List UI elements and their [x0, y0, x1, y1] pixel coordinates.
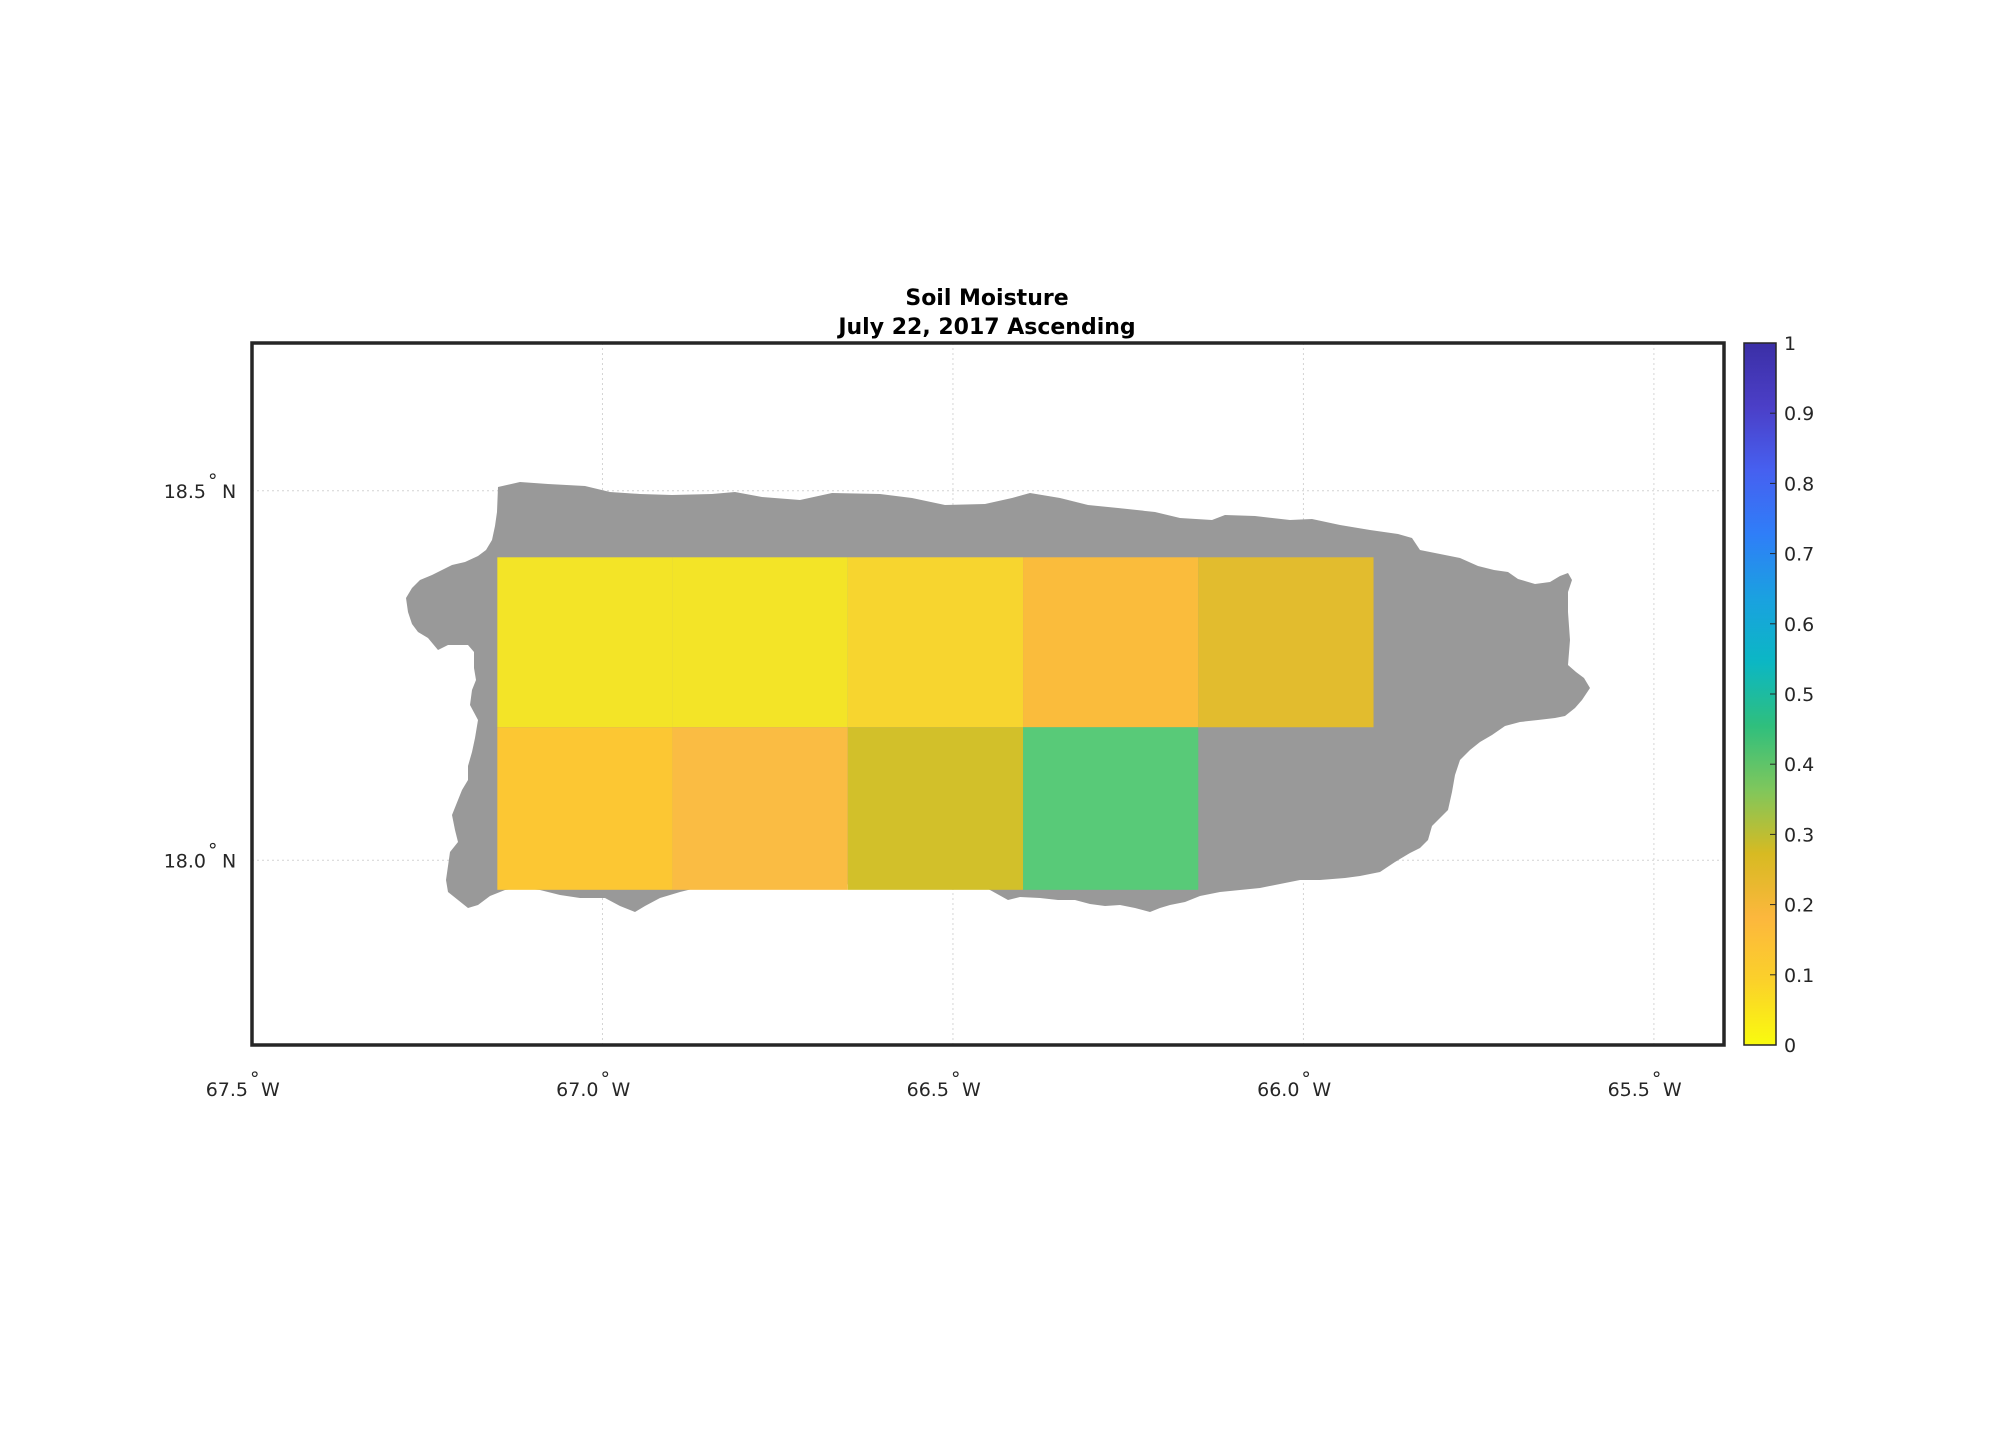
degree-symbol: ° — [1652, 1068, 1662, 1090]
lon-hemisphere-label: W — [261, 1079, 280, 1101]
lon-hemisphere-label: W — [611, 1079, 630, 1101]
colorbar-tick-label: 0.4 — [1784, 754, 1814, 776]
soil-moisture-cell — [672, 727, 848, 890]
lat-tick-label: 18.5 — [164, 481, 206, 503]
lon-hemisphere-label: W — [962, 1079, 981, 1101]
colorbar-tick-label: 0.1 — [1784, 965, 1814, 987]
map-content — [406, 482, 1590, 912]
lat-hemisphere-label: N — [222, 850, 236, 872]
colorbar-tick-label: 0 — [1784, 1035, 1796, 1057]
latitude-tick-labels: 18.5 ° N18.0 ° N — [164, 470, 237, 872]
soil-moisture-cell — [1198, 557, 1374, 728]
lon-tick-label: 67.5 — [206, 1079, 248, 1101]
colorbar-tick-label: 0.7 — [1784, 544, 1814, 566]
lat-tick-label: 18.0 — [164, 850, 206, 872]
lon-tick-label: 67.0 — [556, 1079, 598, 1101]
soil-moisture-cell — [847, 727, 1024, 890]
colorbar-ticks: 0 0.1 0.2 0.3 0.4 0.5 0.6 0.7 0.8 0.9 1 — [1770, 333, 1814, 1057]
degree-symbol: ° — [1301, 1068, 1311, 1090]
map-frame — [250, 341, 1726, 1047]
colorbar-tick-label: 0.8 — [1784, 473, 1814, 495]
lon-tick-label: 66.0 — [1257, 1079, 1299, 1101]
degree-symbol: ° — [208, 470, 218, 492]
map-title-line2: July 22, 2017 Ascending — [836, 315, 1135, 340]
soil-moisture-cell — [1023, 557, 1199, 728]
soil-moisture-cell — [1023, 727, 1199, 890]
degree-symbol: ° — [951, 1068, 961, 1090]
lon-hemisphere-label: W — [1312, 1079, 1331, 1101]
lat-hemisphere-label: N — [222, 481, 236, 503]
longitude-tick-labels: 67.5 ° W 67.0 ° W 66.5 ° W 66.0 ° W 65.5 ° W — [206, 1068, 1682, 1101]
colorbar-tick-label: 0.3 — [1784, 824, 1814, 846]
soil-moisture-cell — [497, 727, 673, 890]
colorbar-tick-label: 0.9 — [1784, 403, 1814, 425]
colorbar-tick-label: 1 — [1784, 333, 1796, 355]
soil-moisture-cell — [497, 557, 673, 728]
soil-moisture-cell — [672, 557, 848, 728]
colorbar-tick-label: 0.2 — [1784, 895, 1814, 917]
map-title-line1: Soil Moisture — [905, 286, 1068, 311]
lon-hemisphere-label: W — [1663, 1079, 1682, 1101]
soil-moisture-cells — [497, 557, 1374, 890]
soil-moisture-cell — [847, 557, 1024, 728]
degree-symbol: ° — [600, 1068, 610, 1090]
lon-tick-label: 66.5 — [907, 1079, 949, 1101]
degree-symbol: ° — [208, 839, 218, 861]
degree-symbol: ° — [250, 1068, 260, 1090]
colorbar: 0 0.1 0.2 0.3 0.4 0.5 0.6 0.7 0.8 0.9 1 — [1743, 333, 1814, 1057]
colorbar-tick-label: 0.6 — [1784, 614, 1814, 636]
lon-tick-label: 65.5 — [1608, 1079, 1650, 1101]
colorbar-tick-label: 0.5 — [1784, 684, 1814, 706]
